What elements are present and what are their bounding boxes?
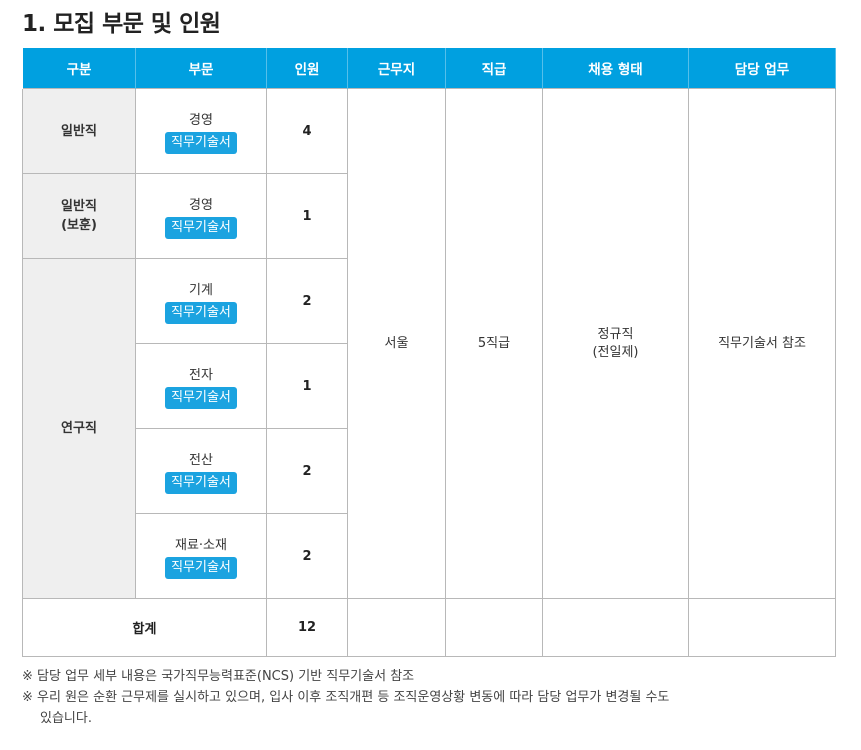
section-title: 1. 모집 부문 및 인원 bbox=[22, 11, 221, 37]
empty-cell bbox=[347, 598, 446, 657]
department-name: 기계 bbox=[189, 282, 213, 298]
job-description-button[interactable]: 직무기술서 bbox=[165, 471, 237, 494]
department-cell: 기계 직무기술서 bbox=[135, 258, 267, 344]
recruitment-table: 구분 부문 인원 근무지 직급 채용 형태 담당 업무 일반직 경영 직무기술서… bbox=[22, 48, 836, 657]
headcount-cell: 4 bbox=[266, 88, 348, 174]
empty-cell bbox=[542, 598, 689, 657]
table-row: 재료·소재 직무기술서 2 bbox=[23, 513, 836, 599]
department-name: 경영 bbox=[189, 112, 213, 128]
empty-cell bbox=[688, 598, 836, 657]
headcount-cell: 2 bbox=[266, 258, 348, 344]
department-cell: 전자 직무기술서 bbox=[135, 343, 267, 429]
job-description-button[interactable]: 직무기술서 bbox=[165, 386, 237, 409]
header-category: 구분 bbox=[22, 48, 136, 89]
footnotes: ※ 담당 업무 세부 내용은 국가직무능력표준(NCS) 기반 직무기술서 참조… bbox=[22, 666, 669, 729]
footnote: ※ 우리 원은 순환 근무제를 실시하고 있으며, 입사 이후 조직개편 등 조… bbox=[22, 690, 670, 705]
employment-type-cell: 정규직 (전일제) bbox=[542, 88, 689, 599]
footnote-continuation: 있습니다. bbox=[40, 711, 92, 726]
header-headcount: 인원 bbox=[266, 48, 348, 89]
table-header-row: 구분 부문 인원 근무지 직급 채용 형태 담당 업무 bbox=[22, 48, 836, 89]
headcount-cell: 2 bbox=[266, 513, 348, 599]
header-location: 근무지 bbox=[347, 48, 446, 89]
category-cell: 일반직 (보훈) bbox=[22, 173, 136, 259]
table-row: 일반직 경영 직무기술서 4 서울 5직급 정규직 (전일제) 직무기술서 참조 bbox=[22, 88, 836, 599]
department-name: 전산 bbox=[189, 452, 213, 468]
header-grade: 직급 bbox=[445, 48, 543, 89]
category-cell: 연구직 bbox=[22, 258, 136, 599]
header-department: 부문 bbox=[135, 48, 267, 89]
grade-cell: 5직급 bbox=[445, 88, 543, 599]
empty-cell bbox=[445, 598, 543, 657]
total-label: 합계 bbox=[22, 598, 267, 657]
department-name: 경영 bbox=[189, 197, 213, 213]
department-name: 전자 bbox=[189, 367, 213, 383]
table-row: 전자 직무기술서 1 bbox=[23, 343, 836, 429]
total-row: 합계 12 bbox=[22, 598, 836, 657]
table-row: 일반직 (보훈) 경영 직무기술서 1 bbox=[22, 173, 836, 259]
duties-cell: 직무기술서 참조 bbox=[688, 88, 836, 599]
job-description-button[interactable]: 직무기술서 bbox=[165, 131, 237, 154]
department-cell: 전산 직무기술서 bbox=[135, 428, 267, 514]
headcount-cell: 1 bbox=[266, 343, 348, 429]
header-employment-type: 채용 형태 bbox=[542, 48, 689, 89]
category-cell: 일반직 bbox=[22, 88, 136, 174]
department-cell: 재료·소재 직무기술서 bbox=[135, 513, 267, 599]
department-cell: 경영 직무기술서 bbox=[135, 173, 267, 259]
headcount-cell: 2 bbox=[266, 428, 348, 514]
table-row: 전산 직무기술서 2 bbox=[23, 428, 836, 514]
header-duties: 담당 업무 bbox=[688, 48, 836, 89]
total-count: 12 bbox=[266, 598, 348, 657]
footnote: ※ 담당 업무 세부 내용은 국가직무능력표준(NCS) 기반 직무기술서 참조 bbox=[22, 669, 415, 684]
location-cell: 서울 bbox=[347, 88, 446, 599]
department-cell: 경영 직무기술서 bbox=[135, 88, 267, 174]
job-description-button[interactable]: 직무기술서 bbox=[165, 556, 237, 579]
job-description-button[interactable]: 직무기술서 bbox=[165, 301, 237, 324]
department-name: 재료·소재 bbox=[175, 537, 227, 553]
headcount-cell: 1 bbox=[266, 173, 348, 259]
table-row: 연구직 기계 직무기술서 2 bbox=[22, 258, 836, 599]
job-description-button[interactable]: 직무기술서 bbox=[165, 216, 237, 239]
